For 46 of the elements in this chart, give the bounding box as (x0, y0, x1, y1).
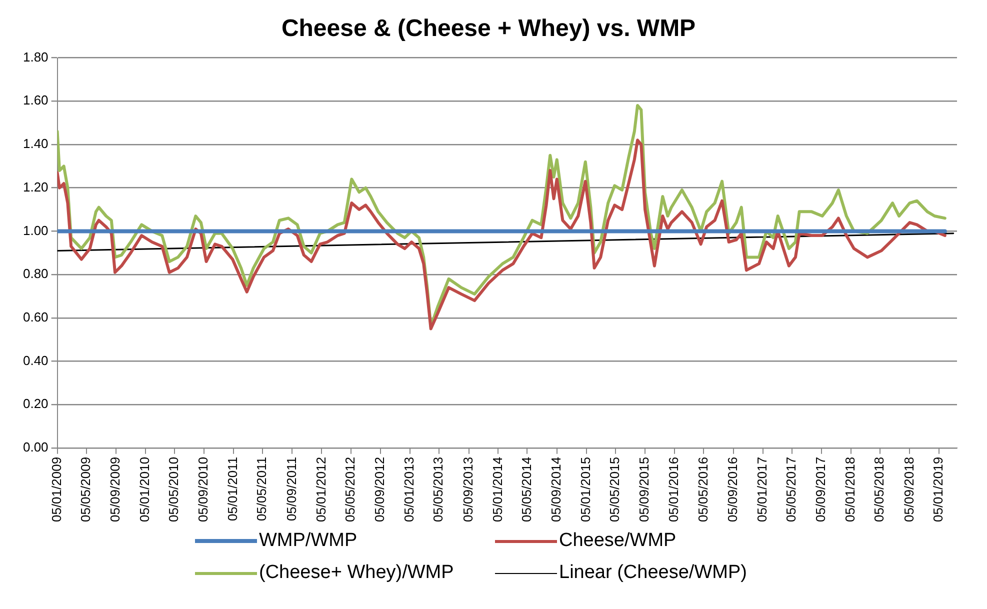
x-tick-label: 05/09/2011 (284, 456, 299, 522)
y-tick-label: 1.20 (22, 179, 48, 194)
x-tick-label: 05/05/2016 (695, 456, 710, 522)
x-tick-label: 05/05/2017 (783, 456, 798, 522)
x-tick-label: 05/09/2017 (813, 456, 828, 522)
y-tick-label: 1.60 (22, 92, 48, 108)
x-tick-label: 05/09/2013 (460, 456, 476, 522)
x-tick-label: 05/01/2011 (225, 456, 240, 522)
legend-label: Linear (Cheese/WMP) (559, 562, 747, 584)
x-tick-label: 05/09/2009 (108, 456, 123, 522)
x-tick-label: 05/01/2015 (578, 456, 593, 522)
chart-title: Cheese & (Cheese + Whey) vs. WMP (281, 15, 696, 42)
x-tick-label: 05/09/2015 (636, 456, 652, 522)
x-tick-label: 05/09/2016 (724, 456, 740, 522)
x-tick-label: 05/05/2018 (872, 456, 887, 522)
x-tick-label: 05/05/2013 (430, 456, 446, 522)
y-tick-label: 0.80 (22, 266, 48, 282)
x-tick-label: 05/05/2014 (518, 456, 534, 522)
y-tick-label: 0.40 (22, 352, 48, 368)
legend-label: Cheese/WMP (559, 530, 676, 552)
x-tick-label: 05/01/2012 (313, 456, 328, 522)
x-tick-label: 05/05/2011 (254, 456, 270, 522)
x-tick-label: 05/09/2012 (372, 456, 388, 522)
x-tick-label: 05/01/2014 (490, 456, 505, 522)
x-tick-label: 05/09/2014 (548, 456, 564, 522)
x-tick-label: 05/05/2010 (166, 456, 181, 522)
y-tick-label: 1.00 (22, 222, 48, 238)
y-tick-label: 1.40 (22, 136, 48, 152)
x-tick-label: 05/01/2010 (137, 456, 152, 522)
x-tick-label: 05/01/2019 (930, 456, 946, 522)
y-tick-label: 0.20 (22, 396, 48, 412)
y-tick-label: 1.80 (22, 49, 48, 64)
x-tick-label: 05/05/2015 (606, 456, 622, 522)
x-tick-label: 05/01/2016 (666, 456, 682, 522)
x-tick-label: 05/05/2009 (78, 456, 93, 522)
x-tick-label: 05/05/2012 (342, 456, 358, 522)
y-tick-label: 0.00 (22, 440, 48, 455)
x-tick-label: 05/01/2018 (842, 456, 858, 522)
x-tick-label: 05/09/2010 (196, 456, 211, 522)
x-tick-label: 05/01/2009 (48, 456, 64, 522)
legend-label: (Cheese+ Whey)/WMP (259, 562, 454, 584)
x-tick-label: 05/09/2018 (901, 456, 916, 522)
x-tick-label: 05/01/2017 (754, 456, 770, 522)
x-tick-label: 05/01/2013 (402, 456, 417, 522)
y-tick-label: 0.60 (22, 309, 48, 324)
legend-label: WMP/WMP (259, 530, 358, 552)
